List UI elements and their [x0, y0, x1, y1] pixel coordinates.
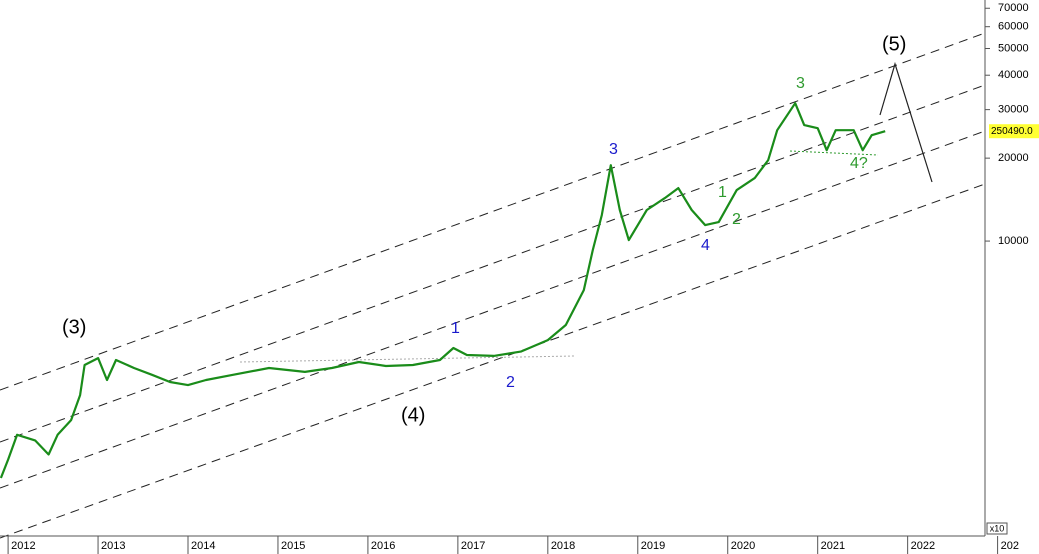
- channel-line: [0, 32, 986, 391]
- wave-label: 3: [609, 141, 618, 158]
- x-tick-label: 2015: [281, 540, 305, 552]
- wave-label: (3): [62, 316, 86, 338]
- y-tick-label: 60000: [998, 21, 1029, 33]
- multiplier-box: [986, 522, 1008, 535]
- x-tick-label: 2021: [821, 540, 845, 552]
- last-price-label: 250490.0: [991, 126, 1033, 137]
- x-tick-label: 2018: [551, 540, 575, 552]
- y-tick-label: 70000: [998, 2, 1029, 14]
- y-tick-label: 30000: [998, 104, 1029, 116]
- channel-lines: [0, 32, 986, 539]
- multiplier-label: x10: [990, 523, 1005, 533]
- x-tick-label: 2012: [11, 540, 35, 552]
- wave-label: 4: [701, 237, 710, 254]
- x-tick-label: 2022: [911, 540, 935, 552]
- wave-label: (5): [882, 33, 906, 55]
- support-line: [789, 150, 879, 156]
- projection-arrow: [879, 61, 933, 183]
- x-tick-label: 2013: [101, 540, 125, 552]
- price-line: [0, 102, 886, 479]
- x-tick-label: 2014: [191, 540, 215, 552]
- y-tick-label: 50000: [998, 42, 1029, 54]
- y-tick-label: 10000: [998, 235, 1029, 247]
- y-tick-label: 40000: [998, 69, 1029, 81]
- x-tick-label: 2019: [641, 540, 665, 552]
- wave-label: 1: [718, 184, 727, 201]
- wave-label: (4): [401, 404, 425, 426]
- wave-label: 1: [451, 320, 460, 337]
- wave-label: 3: [796, 75, 805, 92]
- y-tick-label: 20000: [998, 152, 1029, 164]
- x-tick-label: 202: [1001, 540, 1019, 552]
- x-tick-label: 2020: [731, 540, 755, 552]
- wave-label: 2: [732, 211, 741, 228]
- x-tick-label: 2016: [371, 540, 395, 552]
- channel-line: [0, 183, 986, 539]
- wave-label: 2: [506, 374, 515, 391]
- last-price-box: [989, 124, 1039, 139]
- channel-line: [0, 84, 986, 443]
- x-tick-label: 2017: [461, 540, 485, 552]
- wave-label: 4?: [850, 155, 868, 172]
- channel-line: [0, 130, 986, 489]
